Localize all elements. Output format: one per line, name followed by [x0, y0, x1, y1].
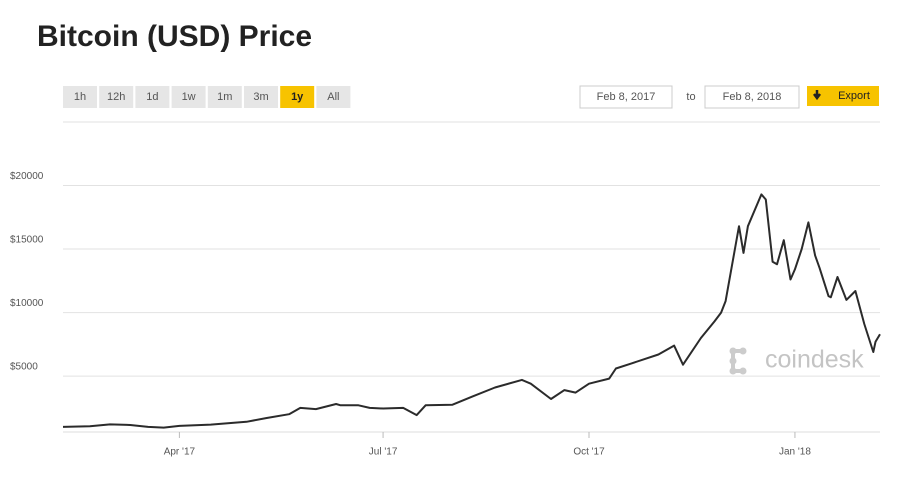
- range-button[interactable]: [280, 86, 315, 108]
- watermark: coindesk: [765, 346, 864, 374]
- date-field[interactable]: [579, 85, 673, 109]
- range-label: 12h: [107, 91, 125, 103]
- y-tick-label: $15000: [10, 235, 44, 246]
- range-button[interactable]: [171, 86, 206, 108]
- to-date: Feb 8, 2018: [723, 91, 782, 103]
- y-tick-label: $10000: [10, 298, 44, 309]
- range-label: 1h: [74, 91, 86, 103]
- price-line: [62, 193, 881, 429]
- range-button[interactable]: [135, 86, 170, 108]
- range-button[interactable]: [63, 86, 97, 108]
- export-label: Export: [838, 90, 870, 102]
- range-label: 1w: [182, 91, 196, 103]
- x-tick-label: Jan '18: [779, 447, 811, 458]
- range-button[interactable]: [316, 86, 351, 108]
- to-label: to: [686, 91, 695, 103]
- watermark-icon: [729, 347, 747, 375]
- range-label: All: [327, 91, 339, 103]
- from-date: Feb 8, 2017: [597, 91, 656, 103]
- range-button[interactable]: [207, 86, 242, 108]
- range-label: 1m: [217, 91, 232, 103]
- chart-title: Bitcoin (USD) Price: [37, 20, 312, 53]
- y-tick-label: $20000: [10, 171, 44, 182]
- date-field[interactable]: [704, 85, 800, 109]
- range-label: 3m: [253, 91, 268, 103]
- y-tick-label: $5000: [10, 362, 38, 373]
- export-icon: [813, 90, 821, 101]
- range-label: 1d: [146, 91, 158, 103]
- x-tick-label: Oct '17: [573, 447, 605, 458]
- range-label: 1y: [291, 91, 304, 103]
- x-tick-label: Jul '17: [369, 447, 398, 458]
- export-button[interactable]: [807, 86, 879, 106]
- range-button[interactable]: [244, 86, 278, 108]
- x-tick-label: Apr '17: [164, 447, 196, 458]
- range-button[interactable]: [99, 86, 134, 108]
